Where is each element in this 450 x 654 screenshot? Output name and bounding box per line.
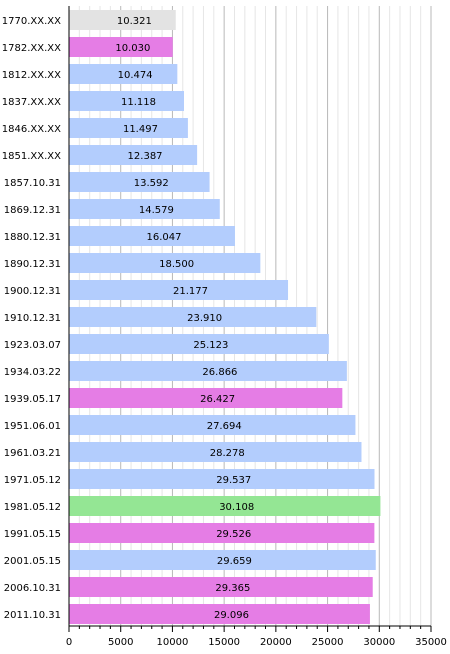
- bar-value-label: 29.537: [216, 475, 251, 486]
- bar: [69, 415, 356, 435]
- bar-value-label: 29.659: [217, 556, 252, 567]
- category-label: 1961.03.21: [4, 448, 61, 459]
- category-label: 2011.10.31: [4, 610, 61, 621]
- bar: [69, 226, 235, 246]
- bar-value-label: 26.427: [200, 394, 235, 405]
- x-tick-label: 0: [66, 637, 72, 648]
- bar: [69, 64, 178, 84]
- category-label: 1981.05.12: [4, 502, 61, 513]
- category-labels: 1770.XX.XX 1782.XX.XX 1812.XX.XX 1837.XX.XX…: [2, 16, 61, 621]
- category-label: 1770.XX.XX: [2, 16, 61, 27]
- bar: [69, 523, 375, 543]
- category-label: 1782.XX.XX: [2, 43, 61, 54]
- category-label: 1851.XX.XX: [2, 151, 61, 162]
- bar-value-label: 28.278: [210, 448, 245, 459]
- bar-value-label: 30.108: [219, 502, 254, 513]
- category-label: 1939.05.17: [4, 394, 61, 405]
- category-label: 1869.12.31: [4, 205, 61, 216]
- bar: [69, 91, 184, 111]
- x-tick-label: 20000: [260, 637, 292, 648]
- bar: [69, 37, 173, 57]
- x-tick-label: 30000: [363, 637, 395, 648]
- category-label: 1951.06.01: [4, 421, 61, 432]
- bar: [69, 172, 210, 192]
- bar: [69, 388, 343, 408]
- bar-value-label: 11.497: [123, 124, 158, 135]
- bar-value-label: 21.177: [173, 286, 208, 297]
- category-label: 1812.XX.XX: [2, 70, 61, 81]
- bar: [69, 577, 373, 597]
- bar: [69, 253, 261, 273]
- bar-value-label: 10.474: [118, 70, 153, 81]
- category-label: 2006.10.31: [4, 583, 61, 594]
- category-label: 1900.12.31: [4, 286, 61, 297]
- category-label: 1846.XX.XX: [2, 124, 61, 135]
- x-tick-label: 5000: [108, 637, 133, 648]
- bar-value-label: 27.694: [207, 421, 242, 432]
- bar-value-label: 14.579: [139, 205, 174, 216]
- x-tick-label: 10000: [157, 637, 189, 648]
- bar-value-label: 23.910: [187, 313, 222, 324]
- bar-value-label: 12.387: [128, 151, 163, 162]
- category-label: 1890.12.31: [4, 259, 61, 270]
- category-label: 1910.12.31: [4, 313, 61, 324]
- category-label: 2001.05.15: [4, 556, 61, 567]
- category-label: 1837.XX.XX: [2, 97, 61, 108]
- bar-value-label: 29.526: [216, 529, 251, 540]
- category-label: 1971.05.12: [4, 475, 61, 486]
- bar: [69, 118, 188, 138]
- bar-value-label: 11.118: [121, 97, 156, 108]
- bar: [69, 361, 347, 381]
- bar: [69, 496, 381, 516]
- bar-value-label: 29.365: [215, 583, 250, 594]
- bar: [69, 604, 370, 624]
- bar-value-label: 29.096: [214, 610, 249, 621]
- bar: [69, 307, 317, 327]
- x-tick-label: 35000: [415, 637, 447, 648]
- category-label: 1934.03.22: [4, 367, 61, 378]
- x-tick-label: 15000: [208, 637, 240, 648]
- category-label: 1880.12.31: [4, 232, 61, 243]
- bar-value-label: 10.030: [115, 43, 150, 54]
- bar: [69, 334, 329, 354]
- bar-value-label: 25.123: [193, 340, 228, 351]
- x-tick-label: 25000: [312, 637, 344, 648]
- bar: [69, 442, 362, 462]
- bar-value-label: 26.866: [202, 367, 237, 378]
- bars: 10.321 10.030 10.474 11.118 11.497 12.387 13.5…: [69, 10, 381, 624]
- bar: [69, 145, 198, 165]
- bar: [69, 469, 375, 489]
- bar: [69, 199, 220, 219]
- bar-value-label: 10.321: [117, 16, 152, 27]
- x-axis: 0 5000 10000 15000 20000 25000 30000 35000: [66, 6, 447, 648]
- bar-value-label: 18.500: [159, 259, 194, 270]
- bar: [69, 280, 289, 300]
- category-label: 1923.03.07: [4, 340, 61, 351]
- bar-value-label: 13.592: [134, 178, 169, 189]
- bar-value-label: 16.047: [146, 232, 181, 243]
- bar: [69, 10, 176, 30]
- category-label: 1991.05.15: [4, 529, 61, 540]
- category-label: 1857.10.31: [4, 178, 61, 189]
- bar: [69, 550, 376, 570]
